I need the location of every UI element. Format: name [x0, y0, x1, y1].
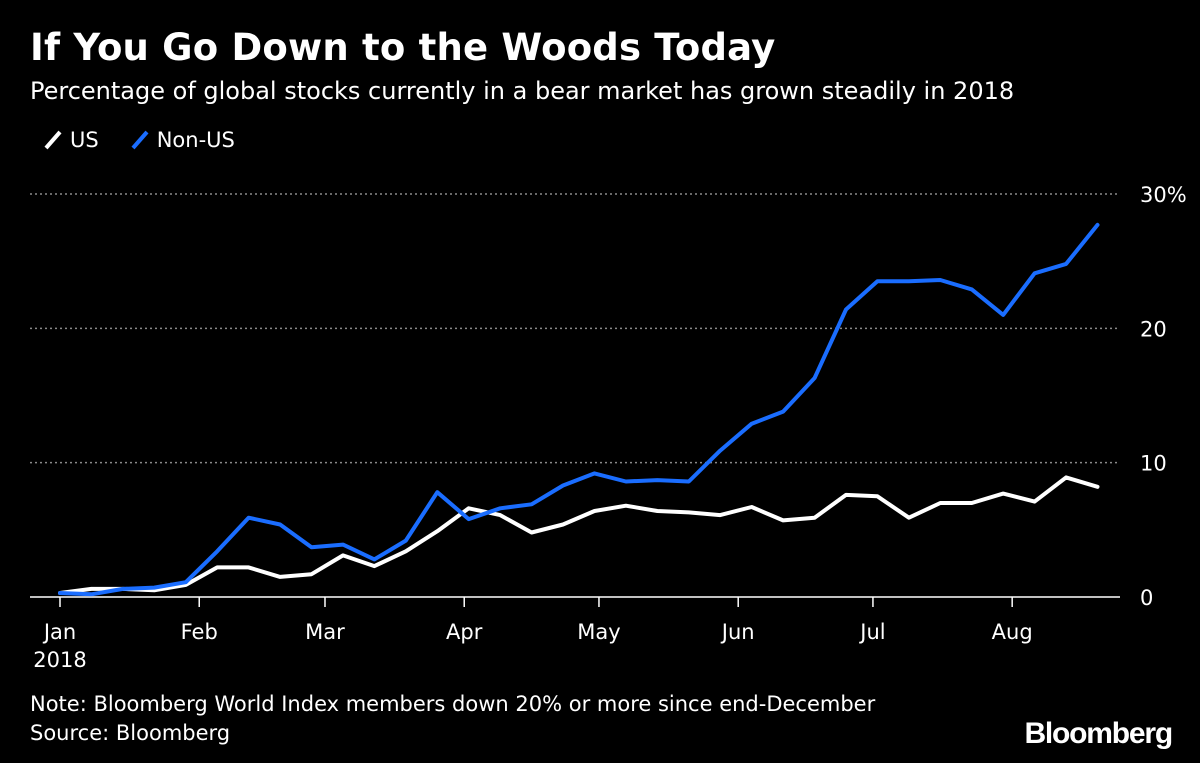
legend-swatch-non-us [131, 130, 149, 150]
x-tick-label-jul: Jul [858, 620, 885, 644]
series-line-non-us [58, 222, 1100, 597]
gridlines [30, 193, 1120, 598]
y-tick-label-20: 20 [1140, 317, 1167, 341]
x-tick-label-feb: Feb [181, 620, 218, 644]
series-line-us [58, 475, 1100, 595]
legend-item-us: US [42, 128, 99, 152]
x-tick-sublabel-year: 2018 [33, 648, 86, 672]
x-tick-label-aug: Aug [992, 620, 1033, 644]
chart-title: If You Go Down to the Woods Today [30, 26, 776, 69]
x-axis: Jan 2018 Feb Mar Apr May Jun Jul Aug [33, 597, 1033, 672]
legend-item-non-us: Non-US [129, 128, 235, 152]
y-tick-label-30: 30% [1140, 183, 1187, 207]
series-lines [58, 222, 1100, 597]
source-text: Source: Bloomberg [30, 721, 231, 745]
chart-notes: Note: Bloomberg World Index members down… [30, 690, 875, 748]
note-text: Note: Bloomberg World Index members down… [30, 692, 876, 716]
x-tick-label-mar: Mar [305, 620, 345, 644]
x-tick-label-jan: Jan [42, 620, 76, 644]
y-tick-label-10: 10 [1140, 452, 1167, 476]
x-tick-label-may: May [577, 620, 620, 644]
y-axis-tick-labels: 0 10 20 30% [1140, 183, 1187, 610]
x-tick-label-jun: Jun [720, 620, 755, 644]
chart-subtitle: Percentage of global stocks currently in… [30, 77, 1015, 105]
legend-swatch-us [44, 130, 62, 150]
legend-label-non-us: Non-US [156, 128, 235, 152]
x-tick-label-apr: Apr [446, 620, 483, 644]
legend: US Non-US [42, 128, 265, 152]
legend-label-us: US [70, 128, 99, 152]
bloomberg-logo: Bloomberg [1024, 717, 1173, 750]
y-tick-label-0: 0 [1140, 586, 1153, 610]
